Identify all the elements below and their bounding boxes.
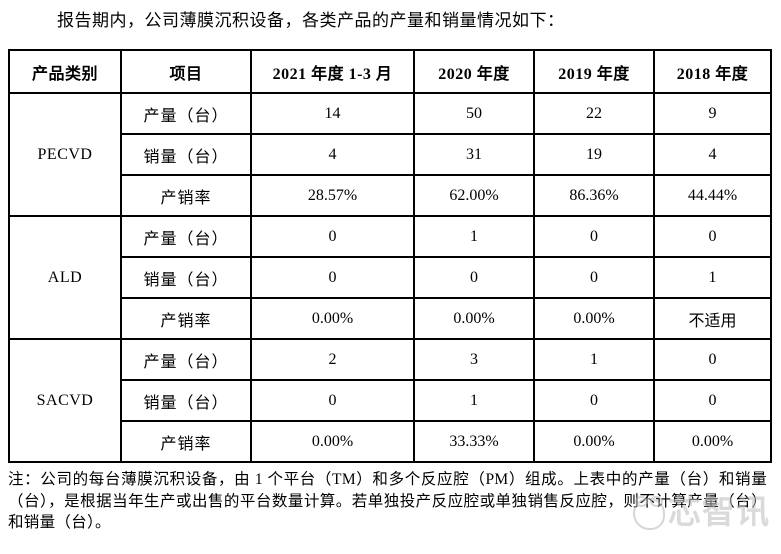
table-row: PECVD 产量（台） 14 50 22 9 [8,92,772,217]
value-cell: 4 [653,133,772,176]
header-cell-2021: 2021 年度 1-3 月 [250,49,415,94]
value-cell: 1 [653,256,772,299]
row-label-cell: 销量（台） [120,379,252,422]
value-cell: 0 [653,338,772,381]
value-cell: 0 [533,379,655,422]
table-row: 销量（台） 4 31 19 4 [9,133,772,176]
row-label-cell: 产量（台） [120,338,252,381]
value-cell: 44.44% [653,174,772,217]
value-cell: 0 [250,256,415,299]
table-row: 产销率 28.57% 62.00% 86.36% 44.44% [9,174,772,217]
table-row: 产销率 0.00% 33.33% 0.00% 0.00% [9,420,772,463]
value-cell: 0.00% [250,297,415,340]
value-cell: 22 [533,92,655,135]
intro-text: 报告期内，公司薄膜沉积设备，各类产品的产量和销量情况如下： [57,11,565,30]
value-cell: 0.00% [413,297,535,340]
value-cell: 0 [653,379,772,422]
table-row: SACVD 产量（台） 2 3 1 0 [8,338,772,463]
row-label-cell: 产销率 [120,174,252,217]
value-cell: 28.57% [250,174,415,217]
row-label-cell: 产销率 [120,297,252,340]
row-label-cell: 产量（台） [120,92,252,135]
category-cell-sacvd: SACVD [8,338,122,463]
value-cell: 9 [653,92,772,135]
value-cell: 0 [250,215,415,258]
header-cell-2018: 2018 年度 [653,49,772,94]
table-row: 销量（台） 0 0 0 1 [9,256,772,299]
header-cell-category: 产品类别 [8,49,122,94]
row-label-cell: 产量（台） [120,215,252,258]
header-cell-2020: 2020 年度 [413,49,535,94]
value-cell: 0 [250,379,415,422]
value-cell: 62.00% [413,174,535,217]
table-row: 销量（台） 0 1 0 0 [9,379,772,422]
value-cell: 86.36% [533,174,655,217]
value-cell: 4 [250,133,415,176]
value-cell: 31 [413,133,535,176]
row-label-cell: 销量（台） [120,256,252,299]
value-cell: 14 [250,92,415,135]
value-cell: 0 [413,256,535,299]
value-cell: 0 [533,215,655,258]
header-cell-item: 项目 [120,49,252,94]
category-cell-pecvd: PECVD [8,92,122,217]
note-text: 注：公司的每台薄膜沉积设备，由 1 个平台（TM）和多个反应腔（PM）组成。上表… [8,471,767,531]
value-cell: 19 [533,133,655,176]
value-cell: 50 [413,92,535,135]
value-cell: 3 [413,338,535,381]
value-cell: 1 [413,215,535,258]
value-cell: 0.00% [250,420,415,463]
table-row: ALD 产量（台） 0 1 0 0 [8,215,772,340]
table-row: 产销率 0.00% 0.00% 0.00% 不适用 [9,297,772,340]
value-cell: 2 [250,338,415,381]
value-cell: 1 [533,338,655,381]
value-cell: 0.00% [533,297,655,340]
value-cell: 0 [653,215,772,258]
value-cell: 0.00% [653,420,772,463]
header-cell-2019: 2019 年度 [533,49,655,94]
value-cell: 1 [413,379,535,422]
production-sales-table: 产品类别 项目 2021 年度 1-3 月 2020 年度 2019 年度 20… [8,49,772,463]
table-header-row: 产品类别 项目 2021 年度 1-3 月 2020 年度 2019 年度 20… [8,49,772,94]
value-cell: 不适用 [653,297,772,340]
category-cell-ald: ALD [8,215,122,340]
value-cell: 33.33% [413,420,535,463]
row-label-cell: 产销率 [120,420,252,463]
value-cell: 0.00% [533,420,655,463]
value-cell: 0 [533,256,655,299]
row-label-cell: 销量（台） [120,133,252,176]
